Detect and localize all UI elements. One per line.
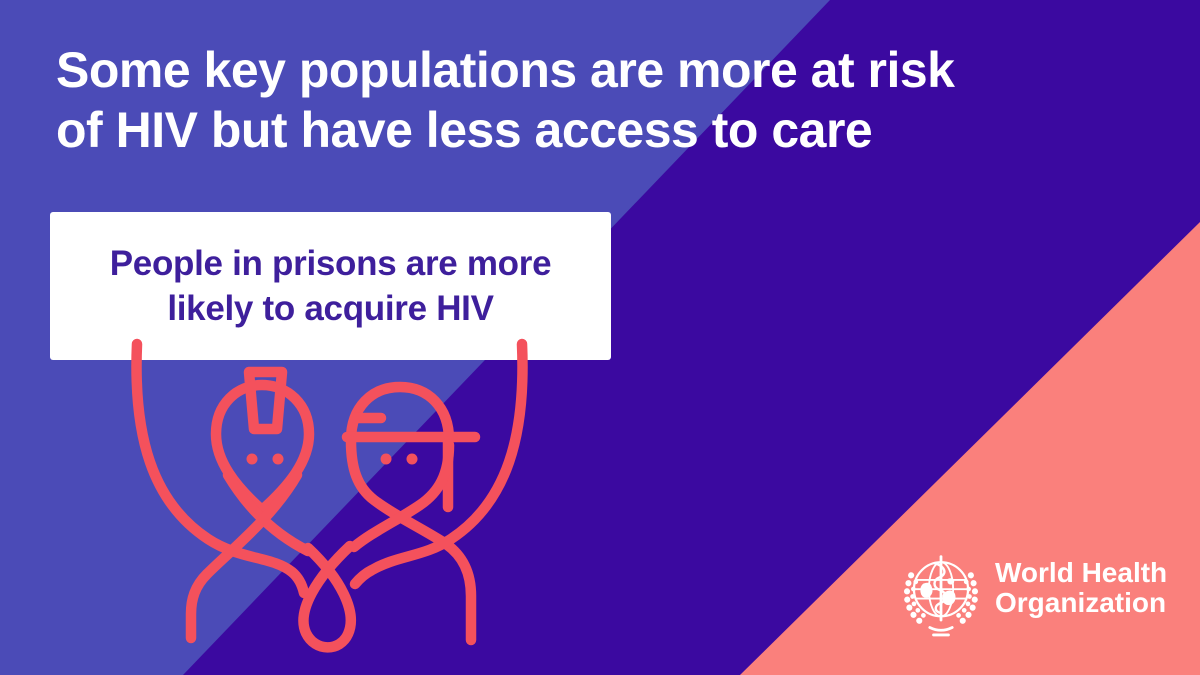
person-with-mohawk-illustration — [131, 338, 315, 644]
sign-board: People in prisons are more likely to acq… — [50, 212, 611, 360]
cap-person-eye-right — [406, 453, 418, 465]
who-logo-text-line2: Organization — [995, 587, 1167, 618]
mohawk-person-raised-arm — [131, 338, 310, 599]
mohawk-person-eye-left — [246, 453, 258, 465]
sign-line-2: likely to acquire HIV — [167, 289, 494, 328]
sign-line-1: People in prisons are more — [109, 244, 552, 283]
mohawk-person-body-strand-leg — [185, 469, 303, 644]
cap-person-eye-left — [380, 453, 392, 465]
person-with-cap-illustration — [341, 338, 528, 646]
headline-line-1: Some key populations are more at risk — [56, 42, 955, 98]
headline: Some key populations are more at risk of… — [56, 40, 955, 160]
mohawk-person-head — [210, 379, 315, 516]
headline-line-2: of HIV but have less access to care — [56, 102, 873, 158]
ribbon-loop-icon — [298, 540, 356, 653]
who-emblem-icon — [903, 555, 979, 637]
mohawk-icon — [243, 366, 288, 435]
cap-person-body-strand-left — [348, 439, 455, 553]
who-logo-text-line1: World Health — [995, 557, 1168, 588]
who-logo-text: World Health Organization — [995, 551, 1167, 648]
cap-person-raised-arm — [349, 338, 528, 590]
who-logo: World Health Organization — [899, 551, 1167, 648]
mohawk-person-eye-right — [272, 453, 284, 465]
cap-person-body-strand-leg — [345, 435, 477, 646]
mohawk-person-body-strand-right — [222, 469, 314, 557]
